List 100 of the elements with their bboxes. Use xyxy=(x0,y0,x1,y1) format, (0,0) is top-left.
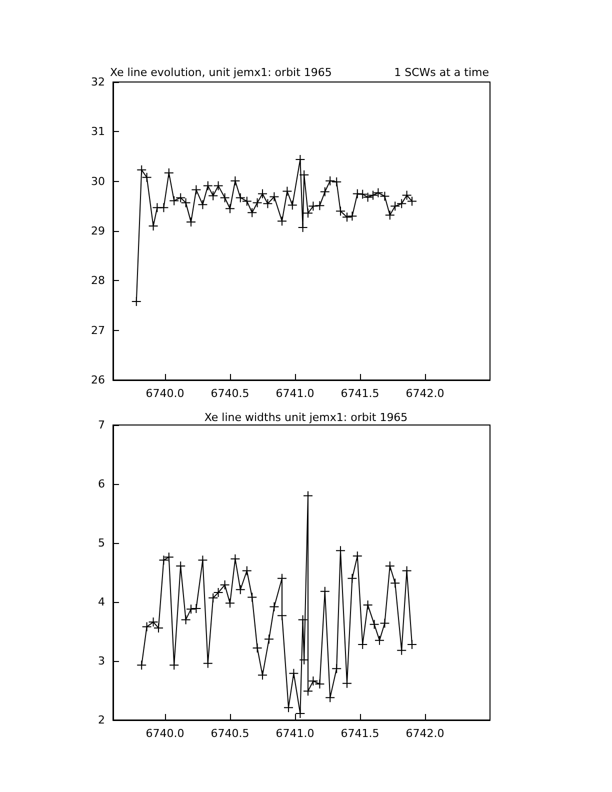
point xyxy=(325,176,336,186)
point xyxy=(407,639,417,650)
point xyxy=(332,176,342,187)
x-tick-label: 6740.5 xyxy=(210,387,250,400)
x-tick-label: 6741.0 xyxy=(276,387,314,400)
point xyxy=(169,196,180,206)
point xyxy=(362,600,373,610)
point xyxy=(136,660,147,670)
point xyxy=(396,198,407,209)
point xyxy=(208,592,218,603)
point xyxy=(242,566,252,576)
point xyxy=(374,635,384,646)
x-tick-label: 6742.0 xyxy=(406,387,444,400)
point xyxy=(164,168,174,178)
y-tick-label: 27 xyxy=(91,324,105,337)
x-tick-label: 6740.0 xyxy=(146,387,184,400)
point xyxy=(264,634,274,644)
point xyxy=(158,202,169,213)
point xyxy=(402,566,412,576)
point xyxy=(390,578,400,588)
point xyxy=(230,176,240,186)
point xyxy=(332,664,342,674)
point xyxy=(136,164,147,175)
y-tick-label: 3 xyxy=(98,654,105,668)
point xyxy=(252,198,262,208)
point xyxy=(131,296,142,307)
point xyxy=(314,200,325,211)
x-tick-label: 6740.0 xyxy=(146,727,184,740)
point xyxy=(368,190,378,200)
chart-title: Xe line widths unit jemx1: orbit 1965 xyxy=(204,411,408,424)
point xyxy=(299,170,310,180)
y-tick-label: 7 xyxy=(98,418,105,432)
point xyxy=(320,186,330,197)
x-tick-label: 6742.0 xyxy=(406,727,444,740)
point xyxy=(158,555,169,566)
point xyxy=(298,614,308,625)
point xyxy=(142,622,152,632)
point xyxy=(347,573,358,584)
point xyxy=(235,584,246,595)
point xyxy=(220,580,230,590)
chart-subtitle: 1 SCWs at a time xyxy=(394,66,490,79)
chart-title: Xe line evolution, unit jemx1: orbit 1965 xyxy=(110,66,332,79)
point xyxy=(252,643,262,654)
point xyxy=(191,184,202,195)
point xyxy=(186,217,196,228)
point xyxy=(295,708,306,719)
point xyxy=(282,186,292,196)
point xyxy=(213,180,224,191)
y-tick-label: 32 xyxy=(91,76,105,88)
point xyxy=(225,204,235,214)
x-tick-label: 6741.0 xyxy=(276,727,314,740)
point xyxy=(298,222,308,233)
point xyxy=(262,198,273,209)
y-tick-label: 5 xyxy=(98,536,105,550)
point xyxy=(295,154,306,164)
point xyxy=(247,208,258,218)
point xyxy=(230,554,240,564)
point xyxy=(169,660,180,670)
y-tick-label: 30 xyxy=(91,174,105,188)
point xyxy=(277,216,287,226)
point xyxy=(384,561,395,572)
point xyxy=(164,552,174,562)
point xyxy=(288,668,299,678)
point xyxy=(320,586,330,596)
point xyxy=(384,210,395,220)
point xyxy=(390,201,400,212)
point xyxy=(198,555,208,566)
x-tick-label: 6741.5 xyxy=(340,727,380,740)
x-tick-label: 6740.5 xyxy=(210,727,250,740)
point xyxy=(225,598,235,608)
point xyxy=(287,200,298,210)
point xyxy=(380,618,390,628)
point xyxy=(191,603,202,614)
point xyxy=(142,172,152,182)
point xyxy=(202,180,213,191)
y-tick-label: 6 xyxy=(98,478,105,490)
x-tick-label: 6741.5 xyxy=(340,387,380,400)
y-tick-label: 28 xyxy=(91,274,105,288)
point xyxy=(202,658,213,668)
point xyxy=(352,550,362,561)
point xyxy=(213,588,224,598)
point xyxy=(347,211,358,222)
point xyxy=(269,602,280,612)
point xyxy=(299,654,310,665)
point xyxy=(247,592,258,602)
y-tick-label: 4 xyxy=(98,596,105,608)
point xyxy=(369,619,380,630)
point xyxy=(269,192,280,202)
point xyxy=(258,670,268,680)
y-tick-label: 2 xyxy=(98,714,105,726)
point xyxy=(186,604,196,614)
point xyxy=(208,190,218,201)
point xyxy=(198,200,208,210)
point xyxy=(180,614,191,625)
point xyxy=(396,645,407,656)
point xyxy=(325,692,336,703)
y-tick-label: 31 xyxy=(91,125,105,138)
point xyxy=(308,201,318,212)
point xyxy=(258,188,268,199)
point xyxy=(303,208,313,218)
